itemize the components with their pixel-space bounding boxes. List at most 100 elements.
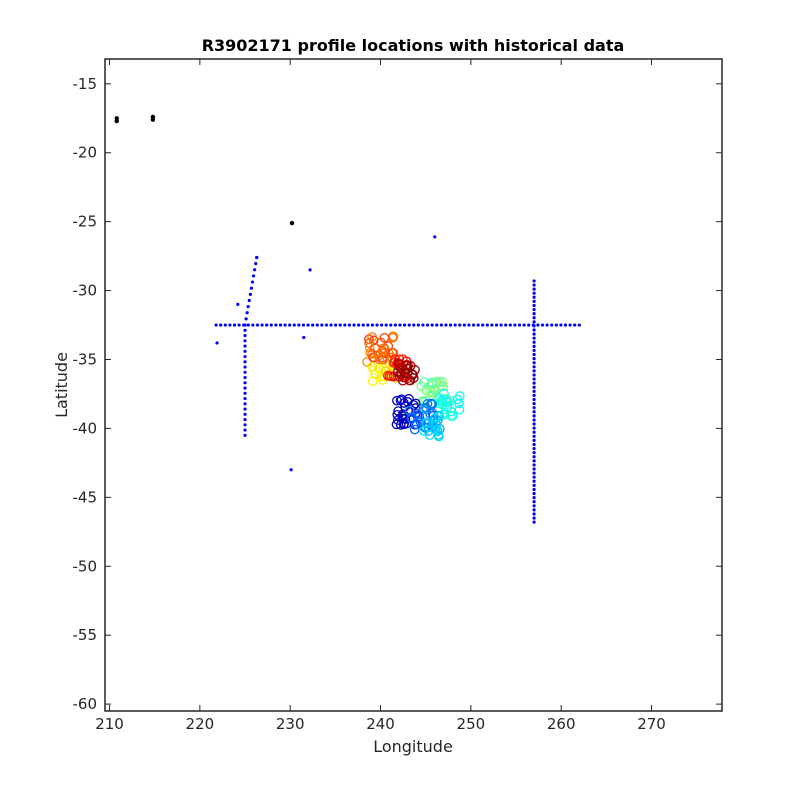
historical-point <box>532 397 536 402</box>
historical-point <box>306 323 310 327</box>
historical-point <box>243 323 247 327</box>
historical-point <box>563 323 568 327</box>
historical-point <box>532 336 536 340</box>
historical-point <box>532 373 536 377</box>
historical-point <box>532 446 536 451</box>
historical-point <box>532 324 536 328</box>
y-tick-label: -45 <box>73 488 98 506</box>
historical-point <box>244 317 248 321</box>
historical-point <box>243 339 247 343</box>
historical-point <box>425 323 430 327</box>
historical-point <box>248 292 252 296</box>
y-tick-label: -55 <box>73 626 98 644</box>
historical-point <box>329 323 333 327</box>
historical-point <box>243 391 247 395</box>
historical-point <box>540 323 545 327</box>
historical-point <box>467 323 471 327</box>
historical-point <box>243 365 247 369</box>
historical-point <box>292 323 296 327</box>
historical-point <box>532 348 536 353</box>
historical-point <box>532 422 536 426</box>
y-tick-label: -20 <box>73 144 98 162</box>
historical-point <box>320 323 324 327</box>
historical-point <box>532 451 536 455</box>
profile-marker <box>433 398 444 409</box>
historical-point <box>393 323 397 327</box>
historical-point <box>527 323 531 327</box>
historical-point <box>532 369 536 373</box>
historical-point <box>384 323 388 327</box>
historical-point <box>283 323 287 327</box>
historical-point <box>532 504 536 508</box>
profile-marker <box>428 416 439 427</box>
profile-marker <box>409 424 420 435</box>
profile-marker <box>367 361 378 372</box>
historical-point <box>274 323 278 327</box>
historical-point <box>245 311 249 315</box>
profile-marker <box>424 381 435 391</box>
historical-point <box>416 323 420 327</box>
x-tick-label: 260 <box>547 715 576 733</box>
historical-point <box>573 323 577 327</box>
profile-marker <box>374 363 384 374</box>
historical-point <box>559 323 563 327</box>
profile-marker <box>367 376 378 387</box>
historical-point <box>532 357 536 361</box>
historical-point <box>532 508 536 512</box>
historical-point <box>214 323 218 327</box>
profile-marker <box>414 411 425 422</box>
profile-marker <box>367 332 377 342</box>
x-tick-label: 210 <box>95 715 124 733</box>
historical-point <box>352 323 356 327</box>
historical-point <box>260 323 264 327</box>
historical-point <box>532 430 536 434</box>
historical-point <box>532 307 536 312</box>
profile-marker <box>454 391 465 401</box>
x-tick-label: 240 <box>366 715 395 733</box>
historical-point <box>402 323 407 327</box>
y-tick-label: -25 <box>73 213 98 231</box>
historical-point <box>433 235 437 239</box>
historical-point <box>532 299 536 303</box>
historical-point <box>439 323 443 327</box>
historical-point <box>243 370 247 374</box>
profile-marker <box>404 375 415 386</box>
historical-point <box>532 316 536 320</box>
x-tick-label: 220 <box>186 715 215 733</box>
profile-marker <box>434 410 444 421</box>
historical-point <box>550 323 554 327</box>
historical-point <box>499 323 503 327</box>
profile-marker <box>391 419 402 430</box>
historical-point <box>412 323 416 327</box>
historical-point <box>532 361 536 365</box>
historical-point <box>243 423 247 427</box>
historical-point <box>532 512 536 516</box>
historical-point <box>421 323 425 327</box>
historical-point <box>228 323 232 327</box>
axes: 210 220 230 240 250 260 270 -15 -20 -25 -30 -35 -40 -… <box>73 58 723 733</box>
y-tick-label: -50 <box>73 557 98 575</box>
historical-point <box>504 323 508 327</box>
historical-point <box>532 401 536 406</box>
historical-point <box>297 323 301 327</box>
historical-point <box>269 323 273 327</box>
profile-marker <box>432 415 443 426</box>
historical-point <box>302 335 306 340</box>
historical-point <box>243 360 247 364</box>
historical-point <box>554 323 558 327</box>
historical-point <box>532 406 536 410</box>
historical-point <box>532 320 536 324</box>
historical-point <box>255 255 259 260</box>
historical-point <box>251 323 255 327</box>
x-tick-label: 270 <box>637 715 666 733</box>
historical-point <box>577 323 581 327</box>
historical-point <box>301 323 306 327</box>
historical-point <box>243 433 247 437</box>
y-tick-label: -35 <box>73 350 98 368</box>
historical-point <box>532 393 536 398</box>
historical-point <box>315 323 319 327</box>
historical-point <box>308 268 312 272</box>
profile-marker <box>434 376 445 387</box>
historical-point <box>532 418 536 422</box>
profile-marker <box>392 415 403 425</box>
